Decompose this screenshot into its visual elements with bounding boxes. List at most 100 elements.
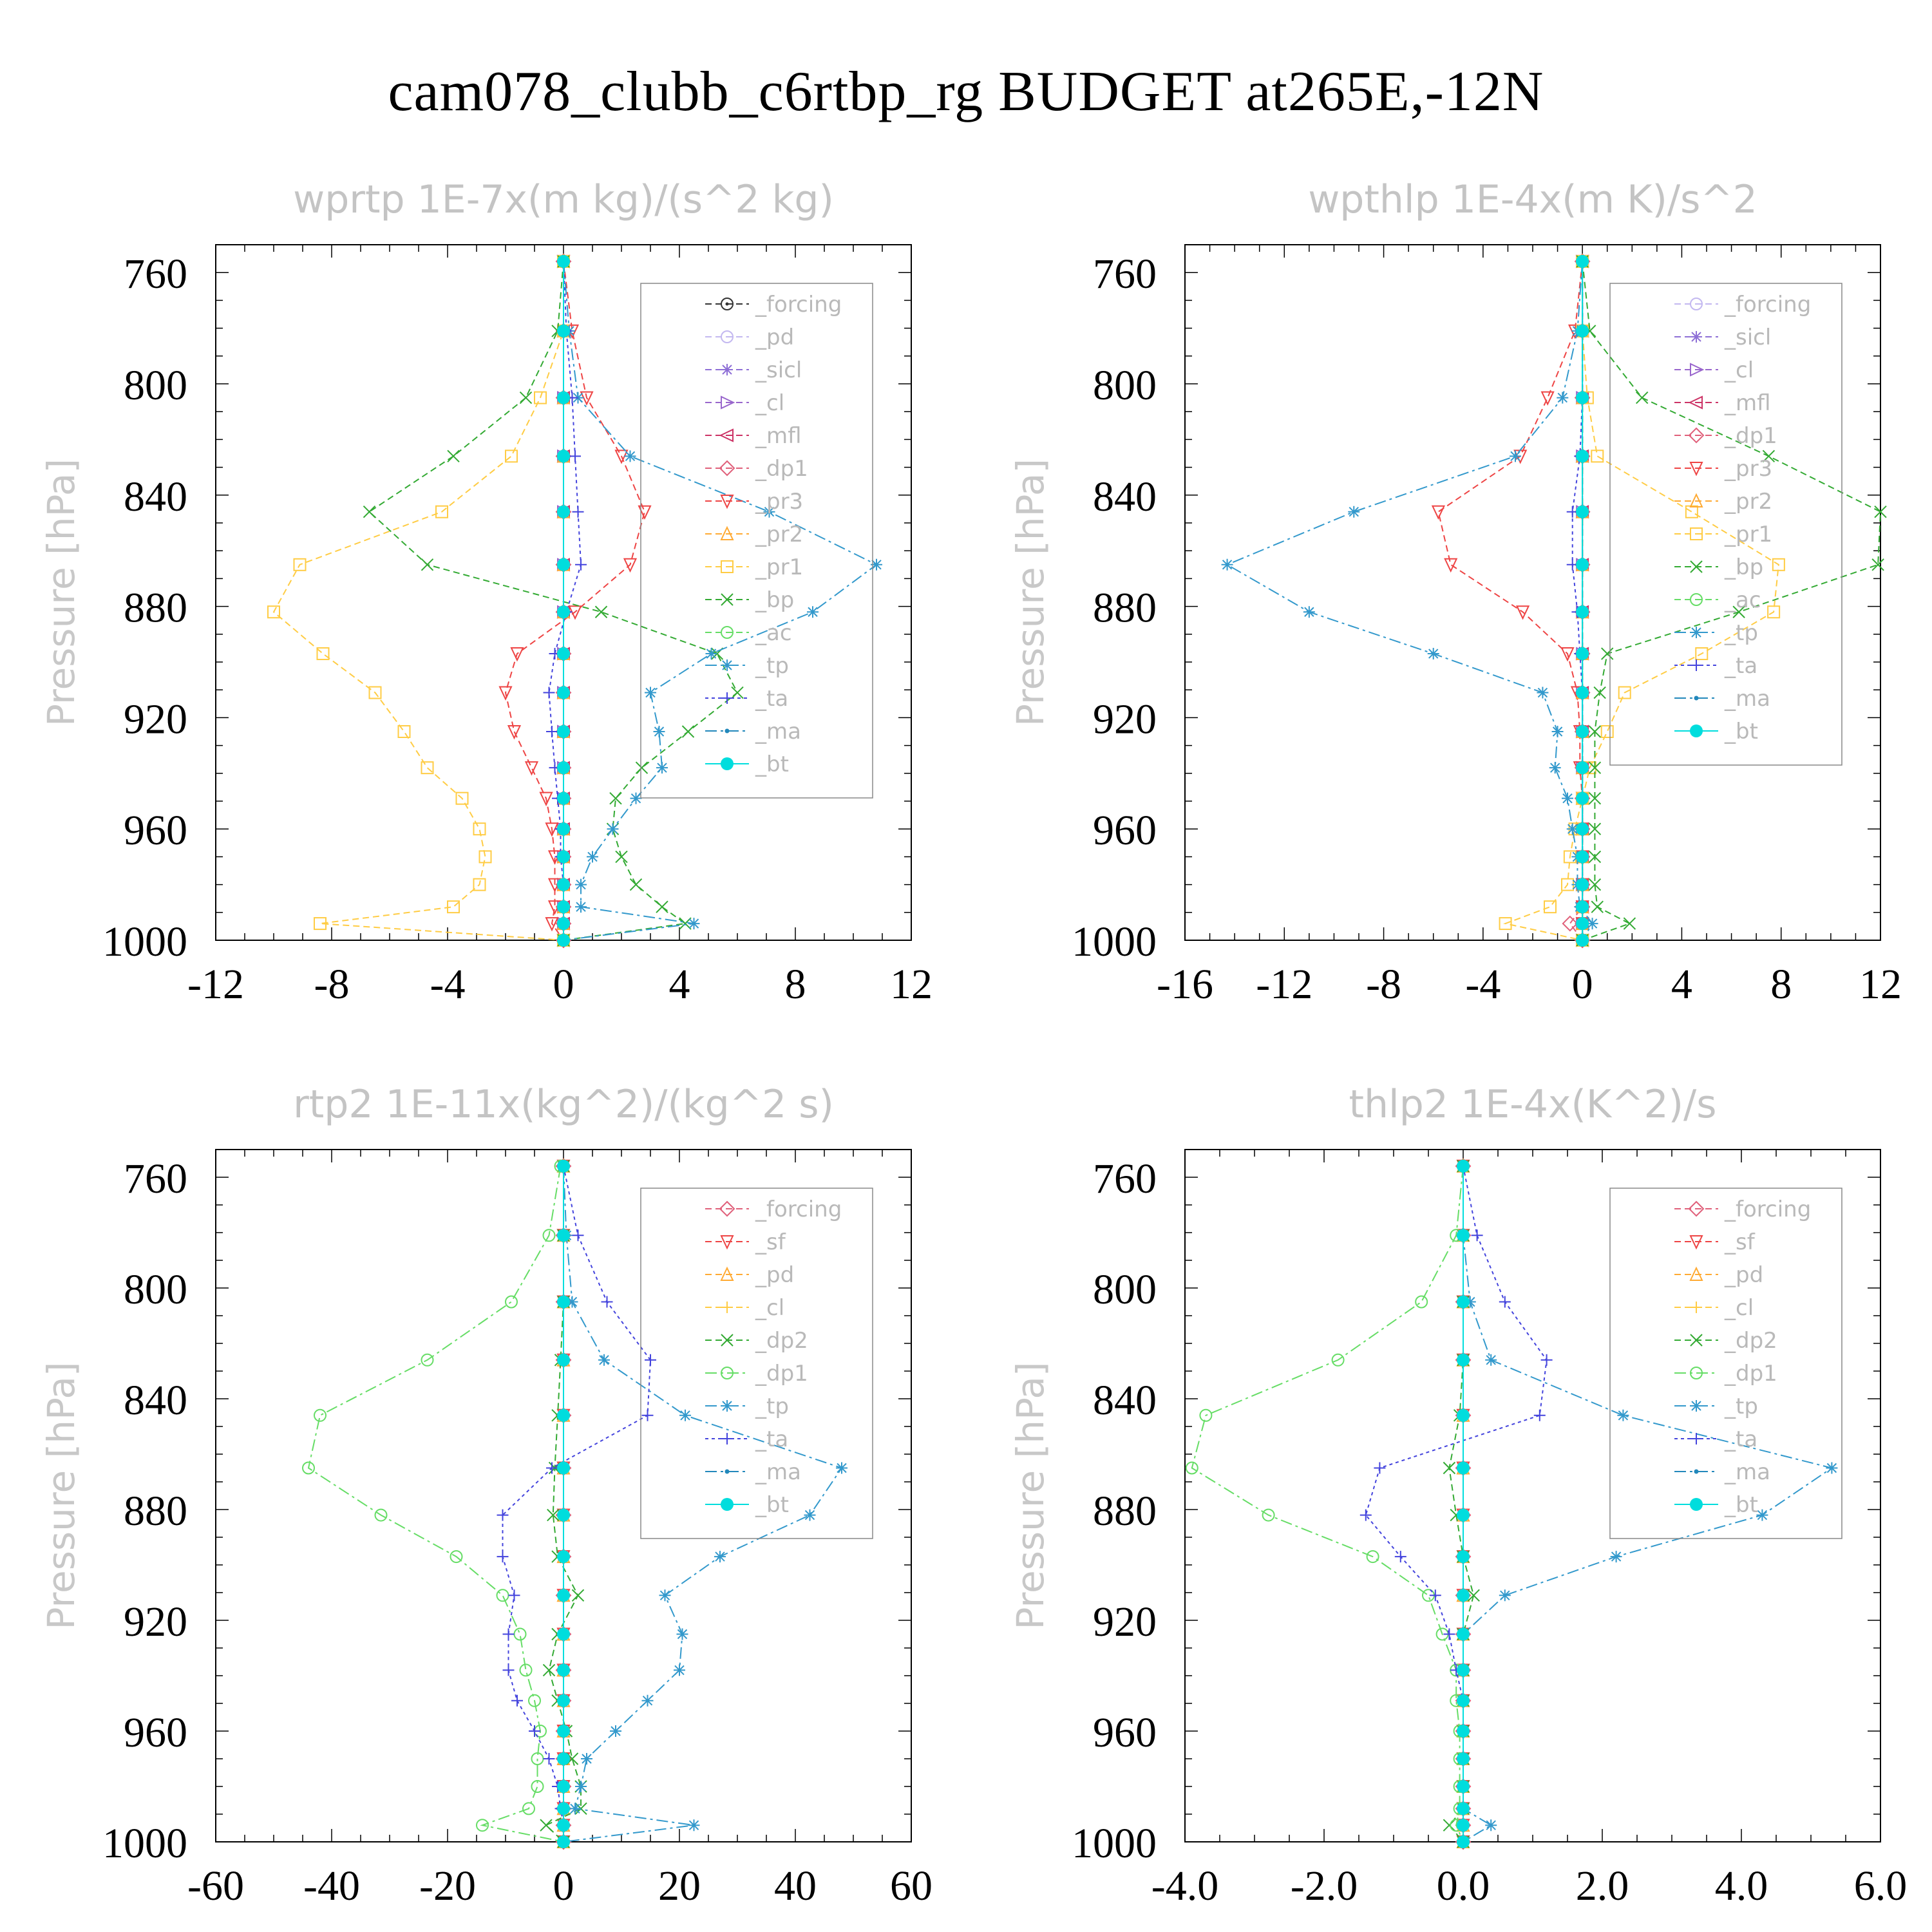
series-bt-point xyxy=(557,1627,570,1641)
series-bt-point xyxy=(1576,391,1589,404)
legend: _forcing _sicl _cl _mfl _dp1 _pr3 _pr2 _pr1 _bp _… xyxy=(1609,283,1842,766)
series-pr1-line xyxy=(1503,261,1779,941)
legend-label: _cl xyxy=(755,390,784,416)
y-tick-label: 960 xyxy=(1093,1709,1157,1756)
series-dp1-point xyxy=(1562,915,1578,932)
series-bp-point xyxy=(1871,558,1884,571)
series-ta-line xyxy=(1365,1166,1548,1842)
series-tp-point xyxy=(587,851,598,863)
series-bt-point xyxy=(1457,1353,1470,1367)
series-bt-point xyxy=(557,558,570,571)
series-tp-point xyxy=(1586,918,1598,930)
panel-1: wprtp 1E-7x(m kg)/(s^2 kg) Pressure [hPa]… xyxy=(39,177,933,1008)
series-dp2-point xyxy=(542,1663,556,1677)
series-dp1-point xyxy=(476,1819,489,1832)
legend-label: _ma xyxy=(1724,1459,1770,1485)
series-tp-point xyxy=(674,1664,685,1676)
series-tp-point xyxy=(1303,606,1315,618)
legend-marker xyxy=(1689,1266,1703,1281)
legend-label: _bt xyxy=(755,752,789,777)
series-bp-point xyxy=(681,725,695,738)
y-tick-label: 1000 xyxy=(1072,1820,1157,1867)
x-tick-label: 6.0 xyxy=(1854,1862,1908,1909)
legend-label: _pr2 xyxy=(755,522,803,547)
series-tp-point xyxy=(679,1409,691,1421)
x-tick-label: -4 xyxy=(430,961,466,1008)
series-bt-point xyxy=(557,686,570,699)
y-axis-label: Pressure [hPa] xyxy=(1009,1361,1052,1629)
series-pr3-line xyxy=(1437,261,1584,940)
series-ta-point xyxy=(502,1664,515,1676)
series-bt-point xyxy=(557,1694,570,1707)
series-tp-point xyxy=(688,1819,700,1832)
series-bt-point xyxy=(1457,1295,1470,1309)
series-tp-point xyxy=(575,901,587,913)
legend-label: _mfl xyxy=(755,423,802,449)
series-tp-point xyxy=(656,762,668,774)
series-bp-point xyxy=(679,917,692,930)
series-tp-point xyxy=(1485,1354,1497,1366)
series-tp-point xyxy=(566,1296,578,1308)
series-bp-point xyxy=(363,506,376,518)
y-tick-label: 920 xyxy=(1093,696,1157,743)
y-tick-label: 880 xyxy=(1093,585,1157,632)
series-pr3-point xyxy=(1431,505,1446,520)
series-bp-point xyxy=(1588,761,1602,774)
x-tick-label: 0.0 xyxy=(1437,1862,1490,1909)
x-tick-label: -4.0 xyxy=(1151,1862,1218,1909)
y-axis-label: Pressure [hPa] xyxy=(39,1361,83,1629)
legend-marker xyxy=(1689,493,1703,507)
x-tick-label: 0 xyxy=(1572,961,1593,1008)
series-ta-point xyxy=(508,1589,520,1602)
series-tp-point xyxy=(807,606,819,618)
series-bp-point xyxy=(1588,725,1602,738)
series-bt-point xyxy=(1576,850,1589,864)
legend-label: _pr3 xyxy=(755,489,803,515)
series-tp-point xyxy=(1566,823,1578,835)
series-tp-point xyxy=(575,1781,587,1792)
series-ta-point xyxy=(1359,1509,1372,1521)
series-pr3-point xyxy=(638,505,652,520)
series-bt-point xyxy=(1457,1461,1470,1475)
series-pr1-point xyxy=(316,647,330,661)
y-tick-label: 840 xyxy=(124,1377,187,1424)
legend-marker xyxy=(721,364,733,375)
legend-label: _ta xyxy=(1724,1426,1757,1452)
y-tick-label: 880 xyxy=(124,585,187,632)
series-bt-point xyxy=(557,254,570,268)
series-pr1-point xyxy=(1499,917,1512,931)
series-dp1-line xyxy=(1569,261,1584,941)
legend-label: _sf xyxy=(1724,1229,1756,1255)
series-tp-point xyxy=(610,1725,621,1737)
legend-label: _dp2 xyxy=(755,1328,808,1354)
legend-box xyxy=(640,1188,873,1539)
y-tick-label: 1000 xyxy=(102,918,187,965)
x-tick-label: 12 xyxy=(1859,961,1902,1008)
series-bp-point xyxy=(731,686,744,699)
series-bt-point xyxy=(557,1508,570,1522)
series-tp-line xyxy=(1226,261,1593,941)
legend-box xyxy=(1609,283,1842,766)
series-bp-point xyxy=(519,391,533,404)
legend-marker xyxy=(724,728,730,734)
series-bp-point xyxy=(635,761,649,774)
y-tick-label: 760 xyxy=(1093,251,1157,298)
series-ta-point xyxy=(546,1462,558,1474)
legend-label: _ma xyxy=(755,1459,801,1485)
series-bt-point xyxy=(1457,1550,1470,1564)
series-bt-point xyxy=(557,725,570,738)
series-pr1-point xyxy=(1544,900,1557,914)
series-pr3-point xyxy=(524,761,539,776)
x-tick-label: -8 xyxy=(1366,961,1401,1008)
series-tp-point xyxy=(653,726,665,737)
series-pr1-point xyxy=(435,505,448,518)
legend-marker xyxy=(721,298,734,310)
series-bt-point xyxy=(1457,1802,1470,1815)
series-bt-point xyxy=(557,1663,570,1677)
series-bt-point xyxy=(1576,725,1589,738)
legend-label: _ta xyxy=(755,1426,788,1452)
series-bp-point xyxy=(1588,850,1602,864)
series-bp-point xyxy=(629,878,643,891)
series-ta-point xyxy=(572,506,584,518)
